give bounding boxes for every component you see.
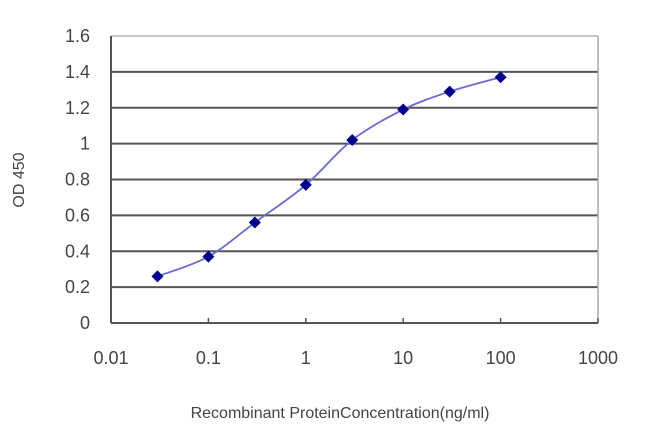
x-axis-tick-labels: 0.01 0.1 1 10 100 1000 bbox=[93, 348, 618, 368]
x-tick-label: 100 bbox=[486, 348, 516, 368]
series-line bbox=[157, 76, 501, 278]
y-tick-label: 0.2 bbox=[65, 277, 90, 297]
gridlines bbox=[111, 70, 598, 289]
x-tick-label: 1 bbox=[301, 348, 311, 368]
data-point-diamond-marker bbox=[397, 103, 410, 116]
data-point-diamond-marker bbox=[494, 71, 507, 84]
y-tick-label: 0 bbox=[80, 313, 90, 333]
x-axis-title: Recombinant ProteinConcentration(ng/ml) bbox=[191, 405, 490, 422]
y-tick-label: 0.6 bbox=[65, 205, 90, 225]
x-tick-label: 0.01 bbox=[93, 348, 128, 368]
y-axis-title: OD 450 bbox=[11, 152, 28, 207]
x-tick-label: 0.1 bbox=[196, 348, 221, 368]
data-point-diamond-marker bbox=[248, 216, 261, 229]
data-series bbox=[151, 71, 507, 283]
data-point-diamond-marker bbox=[346, 134, 359, 147]
plot-frame bbox=[110, 35, 599, 324]
y-tick-label: 1.4 bbox=[65, 62, 90, 82]
y-axis-tick-labels: 0 0.2 0.4 0.6 0.8 1 1.2 1.4 1.6 bbox=[65, 26, 90, 333]
y-tick-label: 1.6 bbox=[65, 26, 90, 46]
data-point-diamond-marker bbox=[299, 178, 312, 191]
y-tick-label: 0.4 bbox=[65, 241, 90, 261]
y-tick-label: 0.8 bbox=[65, 170, 90, 190]
y-tick-label: 1.2 bbox=[65, 98, 90, 118]
x-tick-label: 10 bbox=[393, 348, 413, 368]
data-point-diamond-marker bbox=[202, 250, 215, 263]
y-tick-label: 1 bbox=[80, 134, 90, 154]
data-point-diamond-marker bbox=[151, 270, 164, 283]
x-tick-label: 1000 bbox=[578, 348, 618, 368]
data-point-diamond-marker bbox=[443, 85, 456, 98]
